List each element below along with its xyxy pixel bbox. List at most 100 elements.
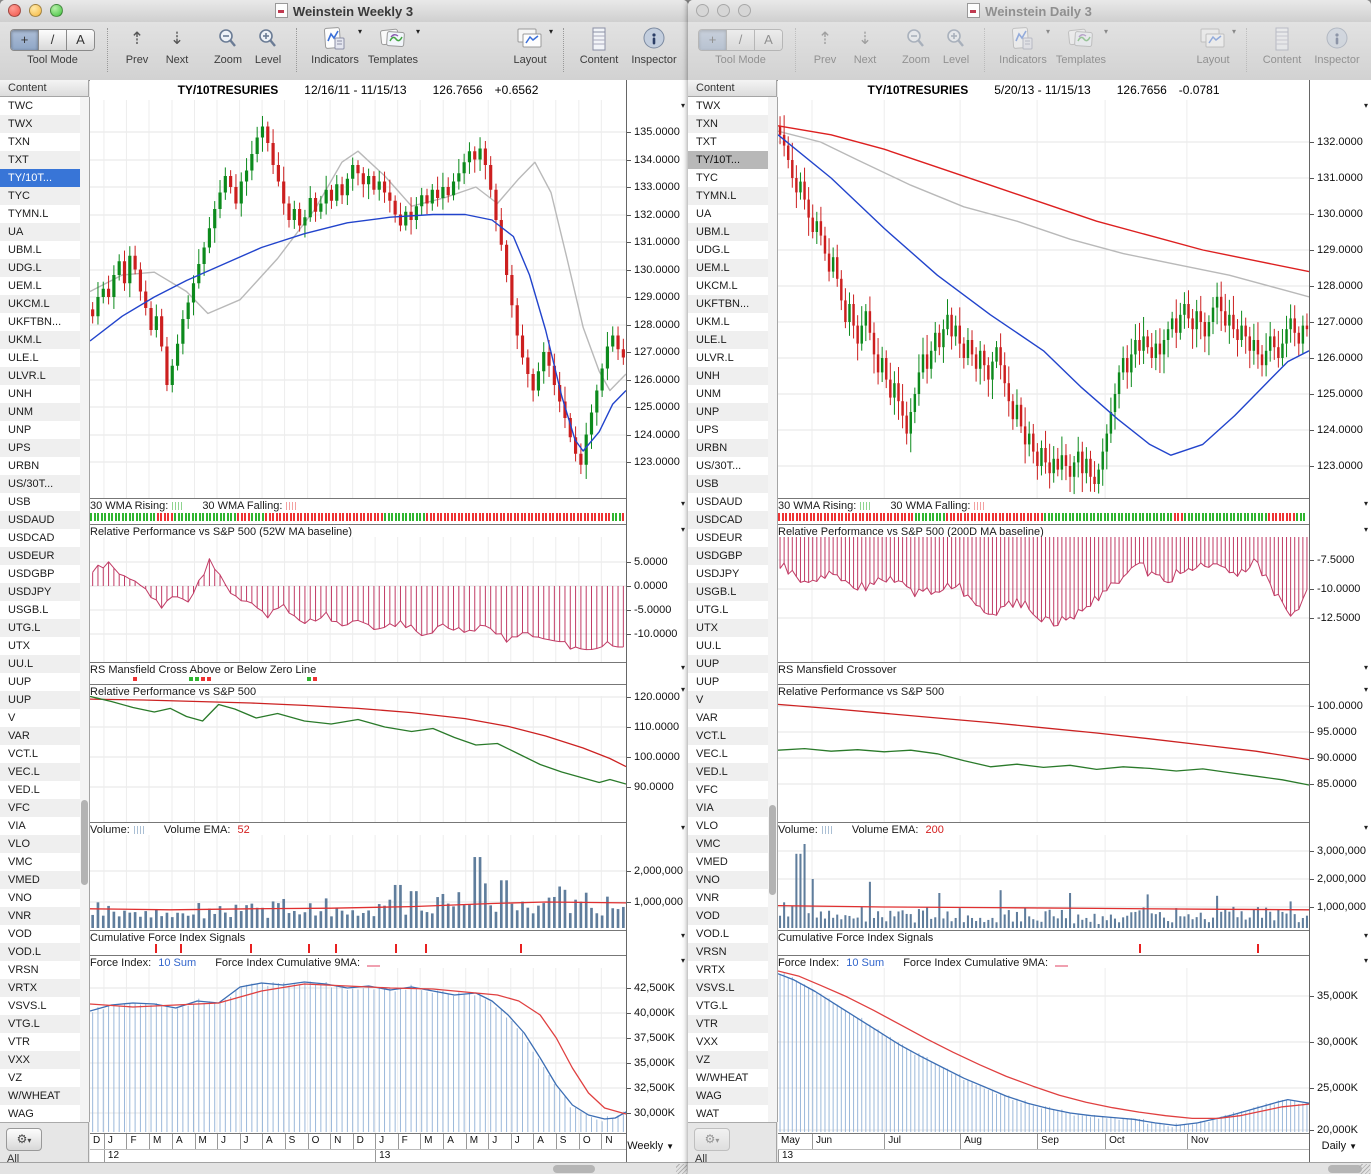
ticker-item[interactable]: UU.L [688,637,768,655]
ticker-item[interactable]: UKM.L [688,313,768,331]
ticker-item[interactable]: UDG.L [688,241,768,259]
ticker-item[interactable]: UEM.L [0,277,80,295]
ticker-item[interactable]: VOD [688,907,768,925]
ticker-item[interactable]: TYC [0,187,80,205]
ticker-item[interactable]: TWX [688,97,768,115]
panel-disclosure-icon[interactable]: ▾ [680,685,685,694]
ticker-item[interactable]: UTG.L [688,601,768,619]
ticker-item[interactable]: VNO [0,889,80,907]
ticker-item[interactable]: USDEUR [0,547,80,565]
sidebar-header[interactable]: Content [688,80,777,97]
prev-button[interactable]: ⇡ Prev [808,27,842,66]
panel-disclosure-icon[interactable]: ▾ [680,499,685,508]
ticker-item[interactable]: US/30T... [688,457,768,475]
panel-disclosure-icon[interactable]: ▾ [680,525,685,534]
ticker-item[interactable]: VIA [688,799,768,817]
ticker-item[interactable]: USDAUD [688,493,768,511]
ticker-item[interactable]: UNH [0,385,80,403]
ticker-item[interactable]: TXT [688,133,768,151]
ticker-item[interactable]: UBM.L [0,241,80,259]
signals-header[interactable]: Cumulative Force Index Signals [778,930,1309,945]
ticker-item[interactable]: UKM.L [0,331,80,349]
ticker-item[interactable]: V [688,691,768,709]
indicators-button[interactable]: ▾ Indicators [311,27,362,66]
trendline-tool-button[interactable]: / [39,30,67,50]
indicators-button[interactable]: ▾ Indicators [999,27,1050,66]
ticker-item[interactable]: UBM.L [688,223,768,241]
next-button[interactable]: ⇣ Next [160,27,194,66]
ticker-item[interactable]: UTX [0,637,80,655]
ticker-item[interactable]: UA [0,223,80,241]
mansfield-header[interactable]: RS Mansfield Cross Above or Below Zero L… [90,662,626,677]
sidebar-scrollbar[interactable] [768,97,778,1122]
ticker-item[interactable]: VRTX [688,961,768,979]
ticker-item[interactable]: UUP [688,655,768,673]
ticker-item[interactable]: UNM [688,385,768,403]
force-header[interactable]: Force Index: 10 Sum Force Index Cumulati… [90,955,626,970]
panel-disclosure-icon[interactable]: ▾ [1363,663,1368,672]
ticker-item[interactable]: VLO [0,835,80,853]
scrollbar-thumb[interactable] [769,805,776,895]
action-gear-button[interactable]: ⚙▾ [694,1128,730,1151]
ticker-item[interactable]: UTX [688,619,768,637]
ticker-item[interactable]: TYC [688,169,768,187]
sidebar-scrollbar[interactable] [80,97,90,1122]
ticker-item[interactable]: WAG [0,1105,80,1122]
zoom-out-button[interactable]: Zoom [899,27,933,66]
ticker-item[interactable]: W/WHEAT [688,1069,768,1087]
ticker-item[interactable]: UTG.L [0,619,80,637]
panel-disclosure-icon[interactable]: ▾ [1363,101,1368,110]
wma-strip-header[interactable]: 30 WMA Rising: 30 WMA Falling: [90,498,626,513]
sidebar-header[interactable]: Content [0,80,89,97]
ticker-item[interactable]: VIA [0,817,80,835]
ticker-item[interactable]: TWC [0,97,80,115]
panel-disclosure-icon[interactable]: ▾ [1363,499,1368,508]
zoom-window-button[interactable] [738,4,751,17]
volume-chart[interactable] [90,835,626,929]
ticker-item[interactable]: VZ [688,1051,768,1069]
ticker-item[interactable]: VAR [0,727,80,745]
ticker-item[interactable]: UPS [688,421,768,439]
ticker-item[interactable]: URBN [0,457,80,475]
minimize-window-button[interactable] [29,4,42,17]
ticker-item[interactable]: VRSN [0,961,80,979]
ticker-item[interactable]: USDJPY [688,565,768,583]
templates-button[interactable]: ▾ Templates [367,27,420,66]
action-gear-button[interactable]: ⚙▾ [6,1128,42,1151]
wma-strip-header[interactable]: 30 WMA Rising: 30 WMA Falling: [778,498,1309,513]
resize-grip[interactable] [676,1164,687,1174]
ticker-item[interactable]: ULVR.L [688,349,768,367]
ticker-item[interactable]: VSVS.L [0,997,80,1015]
volume-chart[interactable] [778,835,1309,929]
ticker-item[interactable]: VED.L [0,781,80,799]
ticker-item[interactable]: VMC [0,853,80,871]
zoom-out-button[interactable]: Zoom [211,27,245,66]
ticker-item[interactable]: TYMN.L [688,187,768,205]
trendline-tool-button[interactable]: / [727,30,755,50]
templates-button[interactable]: ▾ Templates [1055,27,1108,66]
panel-disclosure-icon[interactable]: ▾ [1363,956,1368,965]
close-window-button[interactable] [696,4,709,17]
ticker-item[interactable]: VCT.L [688,727,768,745]
ticker-item[interactable]: VRTX [0,979,80,997]
ticker-item[interactable]: UKCM.L [688,277,768,295]
ticker-item[interactable]: VXX [688,1033,768,1051]
ticker-item[interactable]: UNP [0,421,80,439]
horizontal-scrollbar-thumb[interactable] [1328,1165,1362,1173]
ticker-item[interactable]: UEM.L [688,259,768,277]
ticker-item[interactable]: VMED [0,871,80,889]
rp-hist-header[interactable]: Relative Performance vs S&P 500 (52W MA … [90,524,626,539]
volume-header[interactable]: Volume: Volume EMA: 52 [90,822,626,837]
ticker-item[interactable]: UUP [0,691,80,709]
content-button[interactable]: Content [1259,27,1305,66]
ticker-item[interactable]: VOD.L [0,943,80,961]
signals-header[interactable]: Cumulative Force Index Signals [90,930,626,945]
ticker-item[interactable]: V [0,709,80,727]
ticker-item[interactable]: UDG.L [0,259,80,277]
ticker-item[interactable]: VTG.L [0,1015,80,1033]
ticker-item[interactable]: USGB.L [688,583,768,601]
panel-disclosure-icon[interactable]: ▾ [680,931,685,940]
ticker-item[interactable]: UKFTBN... [688,295,768,313]
ticker-item[interactable]: USGB.L [0,601,80,619]
ticker-item[interactable]: TWX [0,115,80,133]
